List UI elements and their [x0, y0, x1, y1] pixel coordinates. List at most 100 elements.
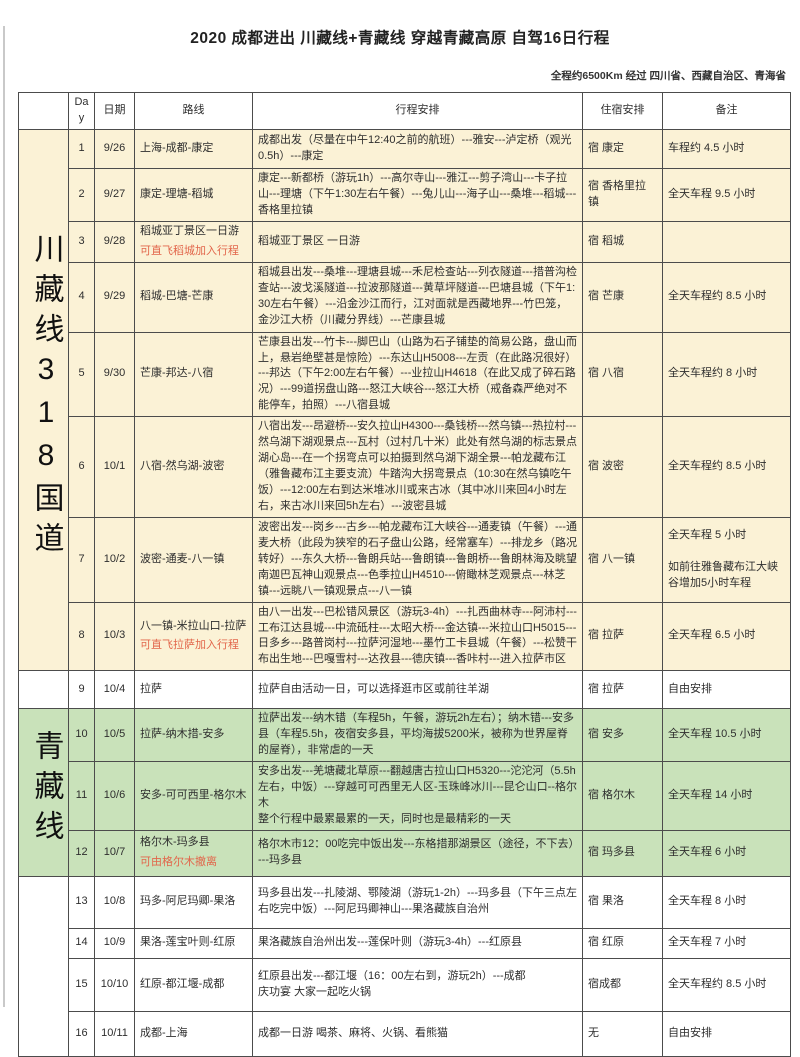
note-cell: 自由安排 [662, 1010, 791, 1057]
stay-cell: 宿 红原 [582, 927, 663, 959]
table-row: 2 9/27 康定-理塘-稻城 康定---新都桥（游玩1h）---高尔寺山---… [19, 167, 791, 222]
day-cell: 5 [68, 331, 95, 418]
header-row: Day 日期 路线 行程安排 住宿安排 备注 [18, 92, 791, 130]
date-cell: 9/29 [94, 261, 135, 333]
section-label-text: 青藏线 [29, 729, 63, 850]
date-cell: 9/26 [94, 128, 135, 169]
route-text: 八一镇-米拉山口-拉萨 [140, 619, 247, 632]
header-day: Day [68, 92, 95, 130]
header-date: 日期 [94, 92, 135, 130]
table-row: 4 9/29 稻城-巴塘-芒康 稻城县出发---桑堆---理塘县城---禾尼检查… [19, 261, 791, 333]
stay-cell: 宿 波密 [582, 416, 663, 518]
route-cell: 波密-通麦-八一镇 [134, 516, 253, 603]
stay-cell: 宿 安多 [582, 708, 663, 763]
section-label-empty [18, 875, 69, 1057]
table-row: 14 10/9 果洛-莲宝叶则-红原 果洛藏族自治州出发---莲保叶则（游玩3-… [19, 927, 791, 959]
day-cell: 10 [68, 708, 95, 763]
day-cell: 7 [68, 516, 95, 603]
note-cell: 全天车程 5 小时 如前往雅鲁藏布江大峡谷增加5小时车程 [662, 516, 791, 603]
note-cell: 自由安排 [662, 670, 791, 710]
date-cell: 9/28 [94, 220, 135, 263]
note-cell: 全天车程 14 小时 [662, 761, 791, 831]
route-warn-text: 可由格尔木撤离 [140, 856, 217, 869]
itinerary-cell: 果洛藏族自治州出发---莲保叶则（游玩3-4h）---红原县 [252, 927, 583, 959]
route-cell: 芒康-邦达-八宿 [134, 331, 253, 418]
stay-cell: 宿 格尔木 [582, 761, 663, 831]
date-cell: 9/30 [94, 331, 135, 418]
route-warn-text: 可直飞稻城加入行程 [140, 244, 239, 257]
section-label-qingzang: 青藏线 [18, 708, 69, 877]
stay-cell: 宿 拉萨 [582, 670, 663, 710]
table-row: 15 10/10 红原-都江堰-成都 红原县出发---都江堰（16：00左右到，… [19, 957, 791, 1012]
route-cell: 果洛-莲宝叶则-红原 [134, 927, 253, 959]
route-cell: 格尔木-玛多县 可由格尔木撤离 [134, 829, 253, 877]
stay-cell: 宿 八一镇 [582, 516, 663, 603]
page-title: 2020 成都进出 川藏线+青藏线 穿越青藏高原 自驾16日行程 [190, 30, 610, 47]
itinerary-cell: 安多出发---羌塘藏北草原---翻越唐古拉山口H5320---沱沱河（5.5h左… [252, 761, 583, 831]
stay-cell: 宿 玛多县 [582, 829, 663, 877]
itinerary-cell: 稻城县出发---桑堆---理塘县城---禾尼检查站---列衣隧道---措普沟检查… [252, 261, 583, 333]
day-cell: 16 [68, 1010, 95, 1057]
date-cell: 10/3 [94, 601, 135, 672]
table-row: 16 10/11 成都-上海 成都一日游 喝茶、麻将、火锅、看熊猫 无 自由安排 [19, 1010, 791, 1057]
day-cell: 15 [68, 957, 95, 1012]
route-cell: 安多-可可西里-格尔木 [134, 761, 253, 831]
itinerary-cell: 格尔木市12：00吃完中饭出发---东格措那湖景区（途径，不下去）---玛多县 [252, 829, 583, 877]
stay-cell: 宿 芒康 [582, 261, 663, 333]
table-row: 13 10/8 玛多-阿尼玛卿-果洛 玛多县出发---扎陵湖、鄂陵湖（游玩1-2… [18, 875, 791, 1057]
note-cell: 全天车程 9.5 小时 [662, 167, 791, 222]
date-cell: 10/4 [94, 670, 135, 710]
date-cell: 10/1 [94, 416, 135, 518]
day-cell: 12 [68, 829, 95, 877]
table-row: 青藏线 10 10/5 拉萨-纳木措-安多 拉萨出发---纳木错（车程5h，午餐… [18, 708, 791, 877]
table-row: 11 10/6 安多-可可西里-格尔木 安多出发---羌塘藏北草原---翻越唐古… [19, 761, 791, 831]
date-cell: 10/11 [94, 1010, 135, 1057]
day-cell: 8 [68, 601, 95, 672]
note-cell [662, 220, 791, 263]
table-row: 6 10/1 八宿-然乌湖-波密 八宿出发---昂避桥---安久拉山H4300-… [19, 416, 791, 518]
day-cell: 14 [68, 927, 95, 959]
day-cell: 4 [68, 261, 95, 333]
route-warn-text: 可直飞拉萨加入行程 [140, 639, 239, 652]
date-cell: 10/9 [94, 927, 135, 959]
note-cell: 全天车程 8 小时 [662, 875, 791, 929]
date-cell: 10/6 [94, 761, 135, 831]
header-itinerary: 行程安排 [252, 92, 583, 130]
note-cell: 全天车程 6.5 小时 [662, 601, 791, 672]
stay-cell: 宿 拉萨 [582, 601, 663, 672]
itinerary-cell: 稻城亚丁景区 一日游 [252, 220, 583, 263]
itinerary-cell: 成都一日游 喝茶、麻将、火锅、看熊猫 [252, 1010, 583, 1057]
itinerary-cell: 拉萨自由活动一日，可以选择逛市区或前往羊湖 [252, 670, 583, 710]
date-cell: 10/5 [94, 708, 135, 763]
day-cell: 13 [68, 875, 95, 929]
date-cell: 9/27 [94, 167, 135, 222]
note-cell: 全天车程 10.5 小时 [662, 708, 791, 763]
itinerary-cell: 红原县出发---都江堰（16：00左右到，游玩2h）---成都 庆功宴 大家一起… [252, 957, 583, 1012]
itinerary-cell: 玛多县出发---扎陵湖、鄂陵湖（游玩1-2h）---玛多县（下午三点左右吃完中饭… [252, 875, 583, 929]
itinerary-cell: 芒康县出发---竹卡---脚巴山（山路为石子铺垫的简易公路，盘山而上，悬岩绝壁甚… [252, 331, 583, 418]
stay-cell: 宿成都 [582, 957, 663, 1012]
section-label-chuanzang: 川藏线318国道 [18, 128, 69, 672]
day-cell: 9 [68, 670, 95, 710]
note-cell: 全天车程约 8.5 小时 [662, 957, 791, 1012]
section-label-text: 川藏线318国道 [29, 232, 63, 562]
date-cell: 10/10 [94, 957, 135, 1012]
date-cell: 10/8 [94, 875, 135, 929]
day-cell: 11 [68, 761, 95, 831]
route-text: 稻城亚丁景区一日游 [140, 224, 239, 237]
table-row: 9 10/4 拉萨 拉萨自由活动一日，可以选择逛市区或前往羊湖 宿 拉萨 自由安… [18, 670, 791, 710]
day-cell: 3 [68, 220, 95, 263]
itinerary-table: Day 日期 路线 行程安排 住宿安排 备注 川藏线318国道 1 9/26 上… [18, 92, 791, 1057]
route-text: 格尔木-玛多县 [140, 836, 210, 849]
itinerary-cell: 成都出发（尽量在中午12:40之前的航班）---雅安---泸定桥（观光0.5h）… [252, 128, 583, 169]
note-cell: 全天车程约 8 小时 [662, 331, 791, 418]
note-cell: 全天车程约 8.5 小时 [662, 416, 791, 518]
section-label-empty [18, 670, 69, 710]
day-cell: 6 [68, 416, 95, 518]
route-cell: 拉萨-纳木措-安多 [134, 708, 253, 763]
note-cell: 全天车程约 8.5 小时 [662, 261, 791, 333]
header-group [18, 92, 69, 130]
route-cell: 玛多-阿尼玛卿-果洛 [134, 875, 253, 929]
stay-cell: 无 [582, 1010, 663, 1057]
stay-cell: 宿 八宿 [582, 331, 663, 418]
